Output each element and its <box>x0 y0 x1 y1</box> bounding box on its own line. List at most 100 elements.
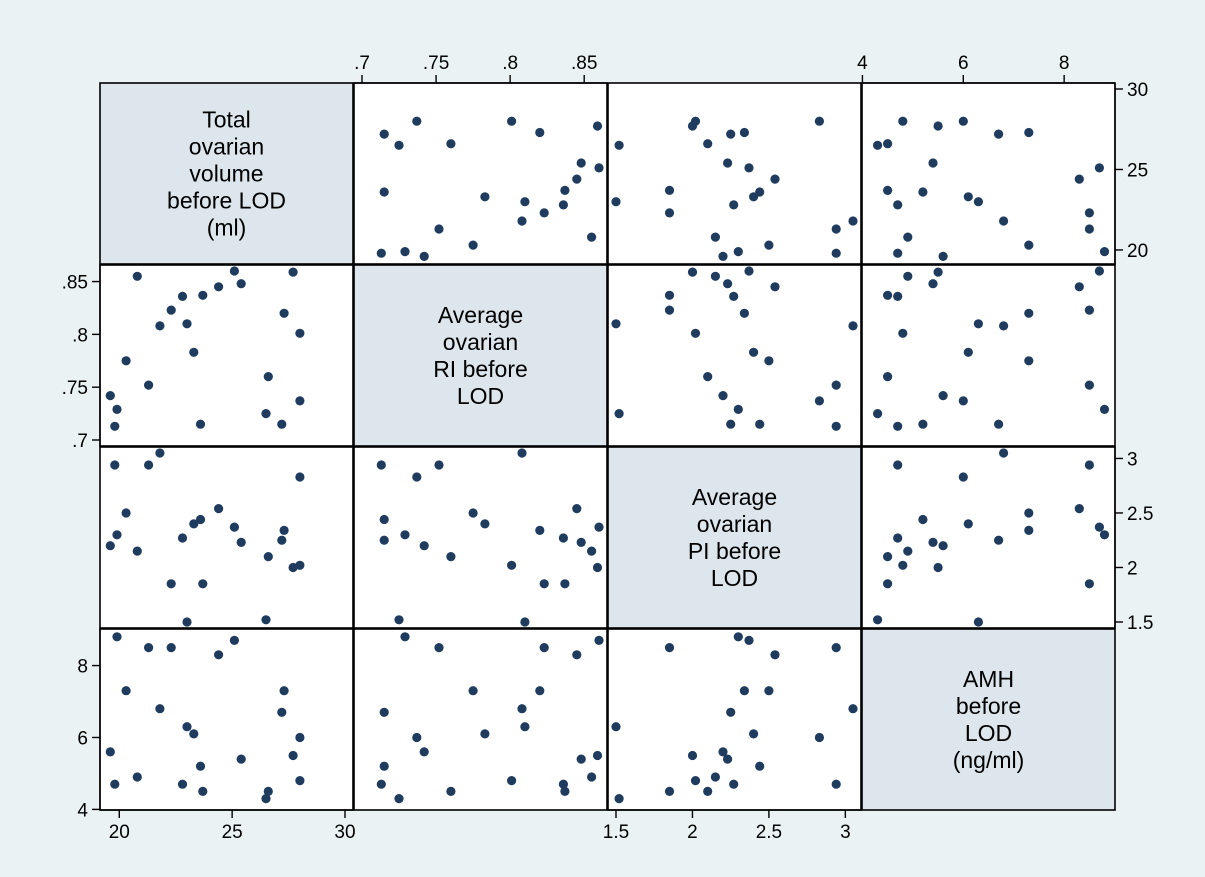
scatter-point <box>974 319 983 328</box>
scatter-point <box>711 772 720 781</box>
scatter-point <box>133 272 142 281</box>
scatter-panel <box>608 83 861 264</box>
scatter-point <box>611 197 620 206</box>
scatter-point <box>770 650 779 659</box>
scatter-point <box>959 396 968 405</box>
scatter-point <box>394 615 403 624</box>
variable-label: Total <box>202 107 251 133</box>
scatter-point <box>770 282 779 291</box>
variable-label: before LOD <box>167 188 286 214</box>
x-tick-label: .75 <box>423 53 449 74</box>
scatter-point <box>770 175 779 184</box>
scatter-point <box>178 533 187 542</box>
scatter-point <box>295 733 304 742</box>
scatter-point <box>893 422 902 431</box>
scatter-point <box>718 391 727 400</box>
scatter-point <box>1075 504 1084 513</box>
scatter-point <box>615 141 624 150</box>
scatter-point <box>703 787 712 796</box>
scatter-point <box>848 321 857 330</box>
variable-label: (ng/ml) <box>953 747 1025 773</box>
x-tick-label: 8 <box>1059 53 1070 74</box>
scatter-point <box>1085 224 1094 233</box>
scatter-point <box>264 372 273 381</box>
scatter-point <box>412 117 421 126</box>
scatter-point <box>883 579 892 588</box>
scatter-point <box>883 552 892 561</box>
scatter-point <box>611 722 620 731</box>
scatter-point <box>237 755 246 764</box>
scatter-point <box>469 508 478 517</box>
scatter-point <box>1100 405 1109 414</box>
scatter-point <box>1095 266 1104 275</box>
scatter-point <box>380 515 389 524</box>
scatter-point <box>133 547 142 556</box>
scatter-point <box>214 650 223 659</box>
y-tick-label: .85 <box>62 273 88 294</box>
scatter-point <box>873 409 882 418</box>
scatter-panel <box>354 83 607 264</box>
variable-label: ovarian <box>443 329 518 355</box>
scatter-point <box>189 348 198 357</box>
scatter-point <box>665 291 674 300</box>
scatter-point <box>380 187 389 196</box>
scatter-point <box>560 579 569 588</box>
scatter-point <box>144 643 153 652</box>
scatter-point <box>726 130 735 139</box>
y-tick-label: 8 <box>77 657 88 678</box>
scatter-point <box>815 733 824 742</box>
y-tick-label: 30 <box>1127 80 1148 101</box>
scatter-point <box>295 472 304 481</box>
scatter-point <box>615 409 624 418</box>
scatter-point <box>726 708 735 717</box>
scatter-point <box>723 755 732 764</box>
scatter-point <box>587 547 596 556</box>
scatter-point <box>755 187 764 196</box>
scatter-point <box>289 751 298 760</box>
scatter-point <box>764 241 773 250</box>
scatter-point <box>615 794 624 803</box>
scatter-point <box>110 460 119 469</box>
scatter-point <box>815 117 824 126</box>
scatter-point <box>400 247 409 256</box>
scatter-point <box>740 686 749 695</box>
scatter-point <box>540 579 549 588</box>
scatter-point <box>1024 128 1033 137</box>
scatter-point <box>740 128 749 137</box>
scatter-point <box>1085 306 1094 315</box>
scatter-point <box>178 780 187 789</box>
scatter-point <box>400 632 409 641</box>
scatter-point <box>1100 530 1109 539</box>
scatter-point <box>237 538 246 547</box>
x-tick-label: 3 <box>840 822 851 843</box>
scatter-point <box>723 158 732 167</box>
scatter-point <box>380 762 389 771</box>
scatter-point <box>122 356 131 365</box>
scatter-point <box>112 632 121 641</box>
scatter-point <box>198 787 207 796</box>
scatter-point <box>560 186 569 195</box>
scatter-point <box>611 319 620 328</box>
y-tick-label: 2 <box>1127 558 1138 579</box>
scatter-point <box>230 636 239 645</box>
scatter-point <box>711 233 720 242</box>
scatter-point <box>106 747 115 756</box>
scatter-point <box>446 139 455 148</box>
scatter-point <box>729 292 738 301</box>
scatter-point <box>665 306 674 315</box>
scatter-point <box>749 729 758 738</box>
scatter-point <box>144 460 153 469</box>
scatter-point <box>893 460 902 469</box>
scatter-point <box>893 249 902 258</box>
scatter-point <box>469 241 478 250</box>
scatter-point <box>593 563 602 572</box>
scatter-point <box>1075 282 1084 291</box>
scatter-point <box>959 472 968 481</box>
scatter-point <box>928 538 937 547</box>
scatter-point <box>832 780 841 789</box>
scatter-point <box>380 536 389 545</box>
scatter-point <box>1024 241 1033 250</box>
variable-label: Average <box>438 302 523 328</box>
scatter-point <box>264 552 273 561</box>
